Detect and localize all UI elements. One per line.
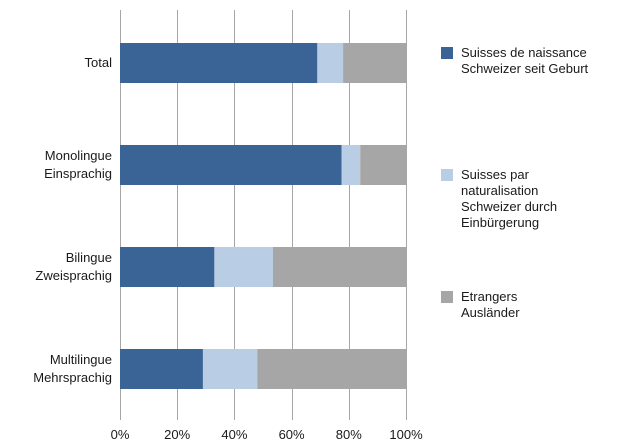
- category-label-line: Zweisprachig: [35, 268, 112, 283]
- bar-segment: [257, 349, 406, 389]
- legend-label: Suisses de naissance Schweizer seit Gebur…: [461, 45, 617, 77]
- x-tick-label: 60%: [278, 427, 305, 442]
- legend-label-line: Einbürgerung: [461, 215, 540, 230]
- bars: [120, 43, 406, 389]
- legend-label-line: Schweizer seit Geburt: [461, 61, 589, 76]
- x-tick-label: 80%: [335, 427, 362, 442]
- category-label: Multilingue Mehrsprachig: [0, 351, 112, 387]
- legend-label-line: Schweizer durch: [461, 199, 558, 214]
- category-label-line: Mehrsprachig: [33, 370, 112, 385]
- legend-swatch: [441, 291, 453, 303]
- bar-segment: [120, 247, 215, 287]
- bar-segment: [214, 247, 274, 287]
- bar-segment: [202, 349, 258, 389]
- legend-label-line: Suisses par: [461, 167, 529, 182]
- bar-segment: [120, 43, 318, 83]
- category-label: Monolingue Einsprachig: [0, 147, 112, 183]
- category-label: Bilingue Zweisprachig: [0, 249, 112, 285]
- category-label-line: Multilingue: [49, 352, 112, 367]
- legend-label-line: Ausländer: [461, 305, 520, 320]
- x-tick-label: 0%: [110, 427, 130, 442]
- category-label-line: Einsprachig: [44, 166, 112, 181]
- category-label-line: Bilingue: [65, 250, 112, 265]
- x-tick-label: 20%: [164, 427, 191, 442]
- bar-segment: [120, 145, 342, 185]
- legend-label: Etrangers Ausländer: [461, 289, 617, 321]
- bar-segment: [343, 43, 406, 83]
- category-label: Total: [0, 54, 112, 72]
- x-tick-label: 100%: [389, 427, 423, 442]
- legend-swatch: [441, 47, 453, 59]
- bar-segment: [273, 247, 406, 287]
- bar-segment: [317, 43, 344, 83]
- x-tick-label: 40%: [221, 427, 248, 442]
- legend-label-line: naturalisation: [461, 183, 539, 198]
- bar-segment: [360, 145, 406, 185]
- category-label-line: Total: [84, 55, 112, 70]
- category-label-line: Monolingue: [44, 148, 112, 163]
- bar-segment: [341, 145, 361, 185]
- legend-label-line: Etrangers: [461, 289, 518, 304]
- bar-segment: [120, 349, 203, 389]
- legend-label-line: Suisses de naissance: [461, 45, 587, 60]
- legend-label: Suisses par naturalisation Schweizer durch…: [461, 167, 617, 231]
- legend-swatch: [441, 169, 453, 181]
